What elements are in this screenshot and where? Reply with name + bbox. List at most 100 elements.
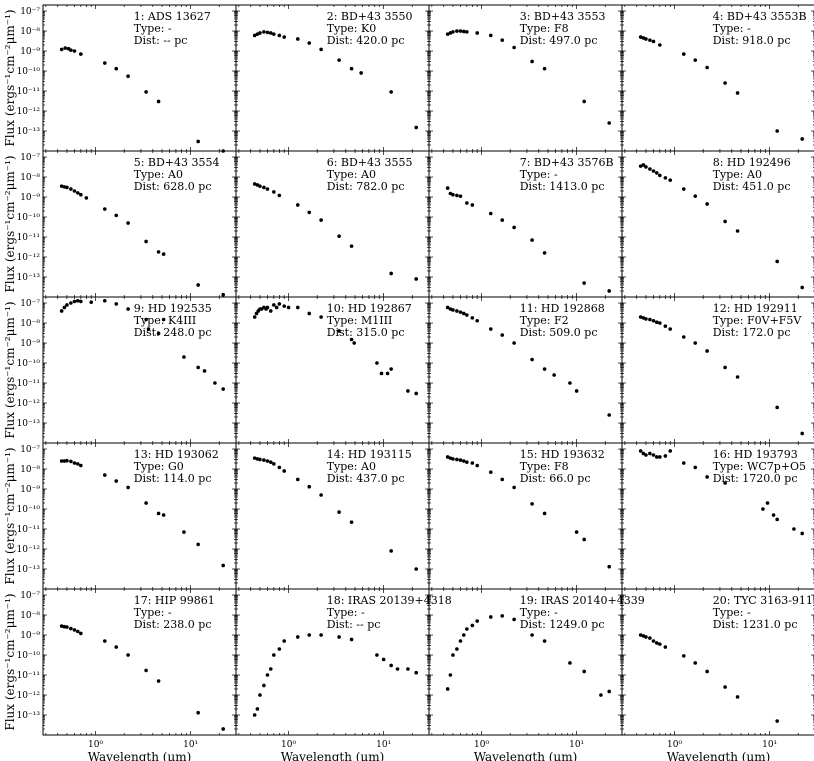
data-point: [182, 355, 186, 359]
data-point: [146, 327, 151, 331]
data-point: [445, 687, 450, 691]
data-point: [512, 225, 516, 230]
data-point: [512, 341, 516, 345]
data-point: [638, 164, 643, 168]
data-point: [268, 309, 273, 313]
data-point: [658, 173, 662, 178]
data-point: [337, 635, 341, 639]
data-point: [72, 189, 77, 193]
data-point: [488, 470, 493, 474]
data-point: [389, 549, 393, 553]
y-tick-label: 10⁻¹²: [17, 399, 41, 409]
data-point: [65, 458, 69, 463]
data-point: [265, 673, 270, 677]
panel-type: Type: -: [713, 22, 751, 35]
data-point: [414, 567, 418, 571]
data-point: [59, 309, 64, 313]
y-tick-label: 10⁻⁹: [20, 193, 40, 203]
data-point: [395, 667, 400, 671]
data-point: [638, 35, 643, 39]
panel-frame: [621, 588, 814, 736]
data-point: [319, 47, 323, 52]
data-point: [156, 511, 161, 516]
y-tick-label: 10⁻⁹: [20, 339, 40, 349]
data-point: [69, 626, 73, 631]
y-axis-label: Flux (ergs⁻¹cm⁻²μm⁻¹): [3, 9, 17, 146]
x-tick-label: 10⁰: [281, 740, 296, 750]
y-tick-label: 10⁻⁸: [20, 27, 40, 37]
data-point: [465, 460, 469, 464]
panel-title: 1: ADS 13627: [134, 10, 211, 23]
panel-type: Type: -: [520, 606, 558, 619]
y-tick-label: 10⁻¹¹: [17, 87, 40, 97]
data-point: [156, 331, 161, 336]
data-point: [161, 317, 166, 322]
data-point: [102, 61, 107, 65]
data-point: [144, 668, 148, 673]
data-point: [458, 29, 463, 33]
data-point: [262, 683, 266, 688]
panel-dist: Dist: 172.0 pc: [713, 326, 791, 339]
data-point: [262, 185, 266, 190]
x-axis-label: Wavelength (μm): [474, 750, 578, 761]
data-point: [648, 167, 652, 171]
data-point: [470, 316, 475, 320]
data-point: [375, 361, 379, 365]
data-point: [79, 631, 83, 636]
y-tick-label: 10⁻¹³: [17, 273, 41, 283]
data-point: [337, 234, 341, 238]
data-point: [658, 43, 662, 47]
data-point: [512, 45, 516, 50]
data-point: [144, 317, 148, 322]
data-point: [458, 458, 463, 462]
y-tick-label: 10⁻¹⁰: [17, 651, 41, 661]
data-point: [295, 37, 300, 41]
data-point: [221, 563, 225, 568]
data-point: [414, 277, 418, 281]
data-point: [735, 91, 740, 95]
data-point: [475, 463, 480, 468]
data-point: [161, 513, 166, 517]
data-point: [359, 71, 363, 75]
panel-title: 7: BD+43 3576B: [520, 156, 614, 169]
data-point: [800, 285, 804, 290]
panel-title: 13: HD 193062: [134, 448, 219, 461]
y-tick-label: 10⁻¹³: [17, 419, 41, 429]
data-point: [792, 527, 796, 531]
data-point: [265, 30, 270, 35]
panel-type: Type: A0: [713, 168, 762, 181]
data-point: [574, 389, 579, 393]
data-point: [379, 371, 384, 376]
data-point: [681, 654, 686, 658]
data-point: [488, 33, 493, 38]
data-point: [221, 292, 225, 297]
data-point: [582, 281, 586, 285]
panel-title: 9: HD 192535: [134, 302, 212, 315]
data-point: [542, 367, 547, 371]
data-point: [75, 191, 80, 195]
data-point: [414, 670, 418, 675]
data-point: [500, 614, 505, 618]
y-tick-label: 10⁻¹⁰: [17, 359, 41, 369]
data-point: [500, 333, 505, 337]
data-point: [765, 501, 770, 505]
data-point: [65, 303, 69, 307]
panel-dist: Dist: 497.0 pc: [520, 34, 598, 47]
data-point: [582, 669, 586, 674]
data-point: [196, 283, 200, 287]
panel-type: Type: M1III: [327, 314, 393, 327]
panel-dist: Dist: 1249.0 pc: [520, 618, 605, 631]
data-point: [59, 184, 64, 188]
y-tick-label: 10⁻¹²: [17, 545, 41, 555]
data-point: [582, 99, 586, 104]
data-point: [282, 35, 287, 39]
data-point: [337, 510, 341, 514]
data-point: [775, 719, 779, 723]
